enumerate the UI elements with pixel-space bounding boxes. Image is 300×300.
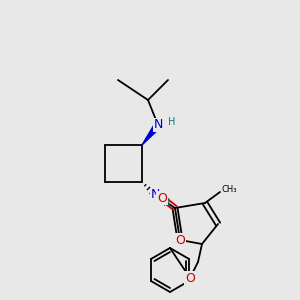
Text: H: H <box>163 198 170 208</box>
Text: O: O <box>157 191 167 205</box>
Text: CH₃: CH₃ <box>222 185 238 194</box>
Text: N: N <box>153 118 163 131</box>
Text: H: H <box>168 117 176 127</box>
Text: O: O <box>185 272 195 284</box>
Text: O: O <box>175 233 185 247</box>
Polygon shape <box>142 123 161 145</box>
Text: N: N <box>150 188 160 202</box>
